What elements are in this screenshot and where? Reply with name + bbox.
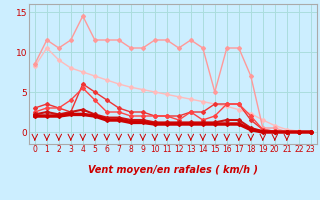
X-axis label: Vent moyen/en rafales ( km/h ): Vent moyen/en rafales ( km/h )	[88, 165, 258, 175]
